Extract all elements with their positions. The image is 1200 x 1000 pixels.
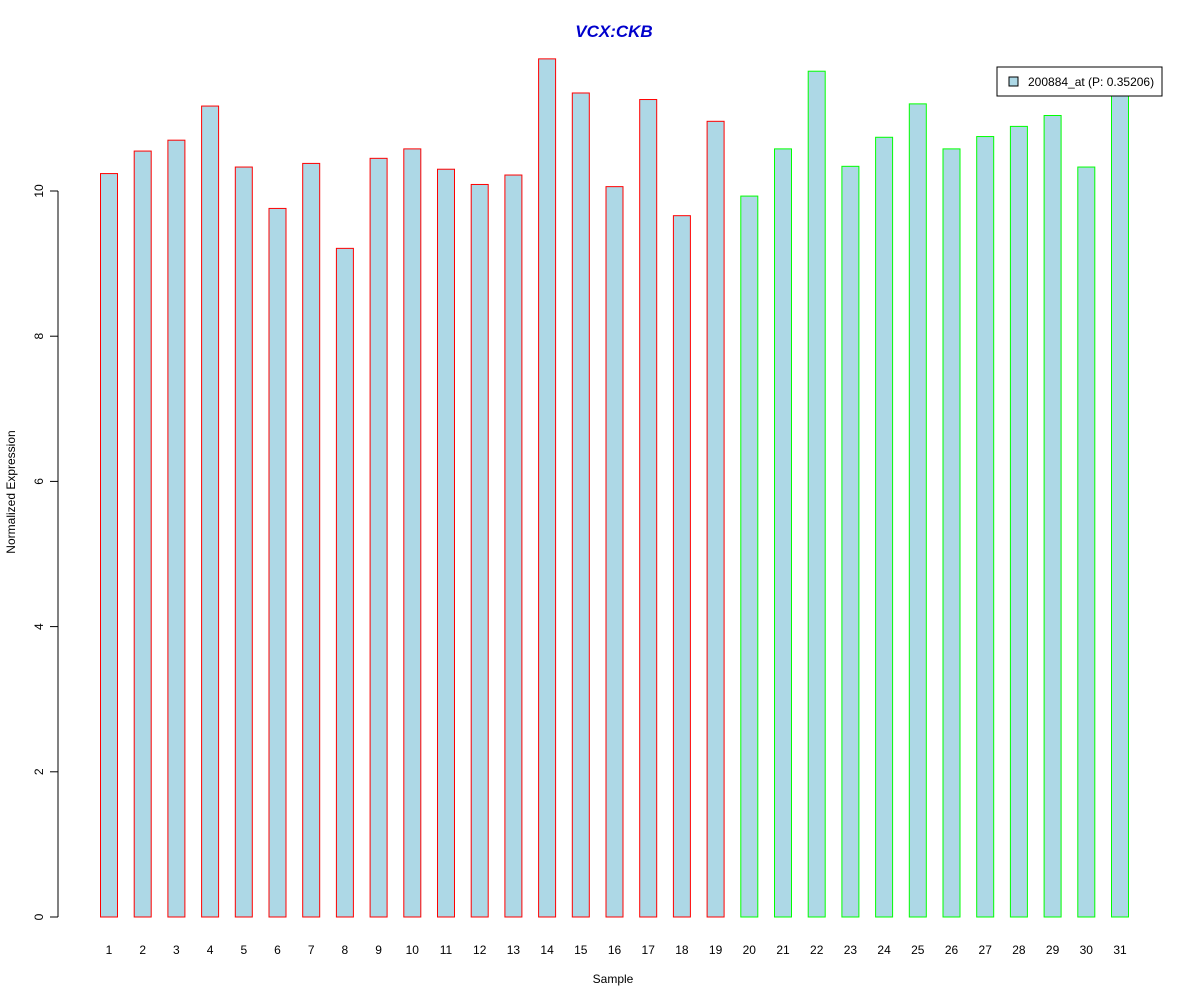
x-tick-label: 21 (776, 943, 790, 957)
bar-sample-3 (167, 139, 186, 918)
bar-sample-19 (706, 120, 725, 918)
x-axis-title: Sample (593, 972, 634, 986)
x-tick-label: 1 (106, 943, 113, 957)
x-tick-label: 26 (945, 943, 959, 957)
bar-sample-31 (1111, 88, 1129, 918)
x-tick-label: 23 (844, 943, 858, 957)
x-tick-label: 31 (1113, 943, 1127, 957)
bar-sample-11 (437, 168, 455, 918)
x-tick-label: 12 (473, 943, 487, 957)
x-tick-label: 13 (507, 943, 521, 957)
x-tick-label: 7 (308, 943, 315, 957)
legend: 200884_at (P: 0.35206) (996, 66, 1163, 97)
bar-sample-18 (672, 215, 691, 918)
y-tick-label: 8 (32, 333, 46, 340)
bar-sample-2 (133, 150, 152, 918)
x-tick-label: 6 (274, 943, 281, 957)
bar-sample-29 (1043, 114, 1062, 918)
x-tick-label: 14 (540, 943, 554, 957)
x-tick-label: 5 (240, 943, 247, 957)
bar-sample-15 (571, 92, 590, 918)
x-tick-label: 9 (375, 943, 382, 957)
x-tick-label: 17 (642, 943, 656, 957)
bar-sample-21 (774, 148, 792, 918)
x-tick-label: 29 (1046, 943, 1060, 957)
bar-sample-14 (538, 58, 557, 918)
bar-sample-16 (605, 186, 624, 918)
legend-box (996, 66, 1163, 97)
bar-sample-26 (942, 148, 961, 918)
bar-sample-28 (1009, 125, 1028, 918)
bar-sample-20 (740, 195, 759, 918)
x-tick-label: 22 (810, 943, 824, 957)
bar-sample-7 (302, 162, 321, 918)
x-tick-label: 2 (139, 943, 146, 957)
bar-sample-23 (841, 165, 860, 918)
y-axis-title: Normalized Expression (4, 430, 18, 553)
x-tick-label: 27 (979, 943, 993, 957)
bar-sample-13 (504, 174, 523, 918)
bar-sample-17 (639, 99, 658, 918)
x-tick-label: 28 (1012, 943, 1026, 957)
bar-sample-12 (470, 183, 489, 918)
bar-sample-9 (369, 157, 388, 918)
x-axis-labels: 1 2 3 4 5 6 7 8 9 10 11 12 13 14 15 16 17 18 19 20 21 22 23 24 2… (106, 943, 1127, 957)
bar-sample-24 (875, 136, 894, 918)
bar-sample-10 (403, 148, 422, 918)
bar-sample-6 (268, 207, 287, 918)
x-tick-label: 10 (406, 943, 420, 957)
x-tick-label: 18 (675, 943, 689, 957)
x-tick-label: 8 (342, 943, 349, 957)
y-tick-label: 4 (32, 623, 46, 630)
bar-sample-22 (807, 70, 826, 918)
legend-swatch (1008, 76, 1019, 87)
x-tick-label: 16 (608, 943, 622, 957)
x-tick-label: 3 (173, 943, 180, 957)
chart-title: VCX:CKB (575, 22, 652, 41)
legend-label: 200884_at (P: 0.35206) (1028, 75, 1154, 89)
y-tick-label: 2 (32, 768, 46, 775)
y-tick-label: 6 (32, 478, 46, 485)
bar-sample-25 (908, 103, 927, 918)
x-tick-label: 20 (743, 943, 757, 957)
bar-sample-8 (335, 247, 354, 918)
bar-sample-1 (100, 173, 118, 918)
bar-sample-4 (201, 105, 220, 918)
x-tick-label: 19 (709, 943, 723, 957)
x-tick-label: 15 (574, 943, 588, 957)
x-tick-label: 24 (877, 943, 891, 957)
y-axis: 0 2 4 6 8 10 (32, 184, 59, 920)
bar-sample-30 (1077, 166, 1096, 918)
y-tick-label: 10 (32, 184, 46, 198)
x-tick-label: 30 (1080, 943, 1094, 957)
bar-sample-5 (234, 166, 253, 918)
x-tick-label: 11 (440, 943, 453, 957)
x-tick-label: 4 (207, 943, 214, 957)
bar-sample-27 (976, 136, 995, 918)
y-tick-label: 0 (32, 913, 46, 920)
bars-group (100, 58, 1129, 918)
x-tick-label: 25 (911, 943, 925, 957)
